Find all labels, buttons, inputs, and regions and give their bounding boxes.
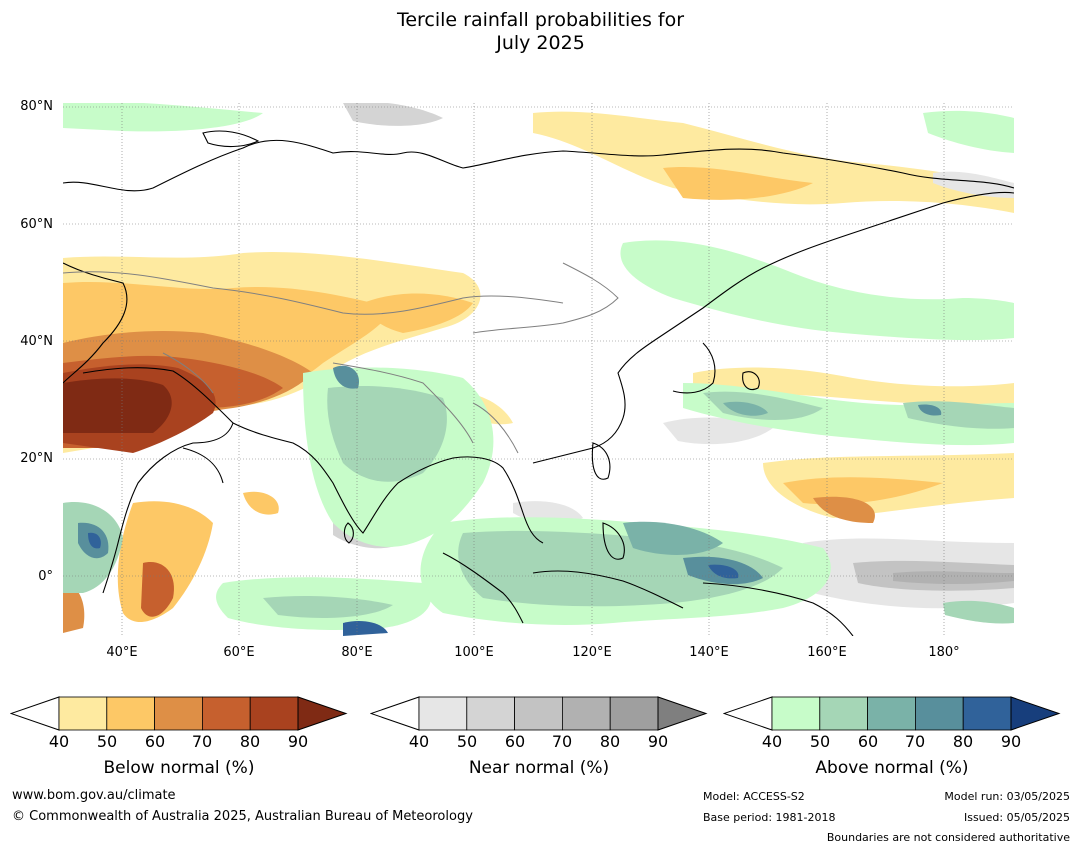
near-tick-70: 70 xyxy=(551,732,573,751)
above-tick-60: 60 xyxy=(857,732,879,751)
colorbar-segment xyxy=(466,696,516,731)
lon-label-120e: 120°E xyxy=(572,645,612,660)
colorbar-extend-high xyxy=(297,696,348,731)
colorbar-extend-low xyxy=(10,696,60,731)
above-tick-50: 50 xyxy=(809,732,831,751)
above-tick-90: 90 xyxy=(1000,732,1022,751)
near-tick-60: 60 xyxy=(504,732,526,751)
below-normal-label: Below normal (%) xyxy=(103,758,255,778)
below-tick-90: 90 xyxy=(287,732,309,751)
near-tick-90: 90 xyxy=(647,732,669,751)
colorbar-above-normal xyxy=(723,696,1061,732)
colorbar-segment xyxy=(561,696,611,731)
lon-label-180: 180° xyxy=(928,645,960,660)
colorbar-extend-high xyxy=(657,696,708,731)
colorbar-extend-high xyxy=(1010,696,1061,731)
lat-label-60n: 60°N xyxy=(20,217,53,232)
below-tick-40: 40 xyxy=(48,732,70,751)
country-borders xyxy=(63,262,619,454)
below-tick-80: 80 xyxy=(239,732,261,751)
above-tick-70: 70 xyxy=(904,732,926,751)
near-tick-80: 80 xyxy=(599,732,621,751)
colorbar-extend-low xyxy=(370,696,420,731)
model-name: Model: ACCESS-S2 xyxy=(703,790,805,803)
above-tick-80: 80 xyxy=(952,732,974,751)
colorbar-below-normal-svg xyxy=(10,696,348,731)
lon-label-160e: 160°E xyxy=(807,645,847,660)
boundaries-disclaimer: Boundaries are not considered authoritat… xyxy=(826,831,1070,844)
lat-label-40n: 40°N xyxy=(20,334,53,349)
lon-label-140e: 140°E xyxy=(689,645,729,660)
colorbar-segment xyxy=(867,696,916,731)
colorbar-segment xyxy=(106,696,156,731)
coastlines xyxy=(63,130,1014,636)
below-normal-shading xyxy=(63,111,1014,633)
colorbar-above-normal-svg xyxy=(723,696,1061,731)
lat-label-20n: 20°N xyxy=(20,451,53,466)
colorbar-below-normal xyxy=(10,696,348,732)
colorbar-segment xyxy=(418,696,468,731)
colorbar-segment xyxy=(154,696,203,731)
map-title: Tercile rainfall probabilities for July … xyxy=(0,9,1081,55)
above-tick-40: 40 xyxy=(761,732,783,751)
rainfall-probability-map xyxy=(63,103,1014,636)
map-canvas xyxy=(63,103,1014,636)
colorbar-extend-low xyxy=(723,696,773,731)
colorbar-segment xyxy=(962,696,1012,731)
model-run-date: Model run: 03/05/2025 xyxy=(944,790,1070,803)
colorbar-segment xyxy=(249,696,299,731)
lon-label-80e: 80°E xyxy=(341,645,373,660)
near-tick-50: 50 xyxy=(456,732,478,751)
below-tick-60: 60 xyxy=(144,732,166,751)
colorbar-segment xyxy=(914,696,964,731)
copyright-text: © Commonwealth of Australia 2025, Austra… xyxy=(12,809,473,824)
below-tick-50: 50 xyxy=(96,732,118,751)
base-period: Base period: 1981-2018 xyxy=(703,811,836,824)
colorbar-segment xyxy=(58,696,108,731)
colorbar-near-normal xyxy=(370,696,708,732)
lon-label-40e: 40°E xyxy=(106,645,138,660)
lat-label-80n: 80°N xyxy=(20,99,53,114)
map-title-line-2: July 2025 xyxy=(496,32,585,54)
near-normal-label: Near normal (%) xyxy=(468,758,610,778)
map-title-line-1: Tercile rainfall probabilities for xyxy=(396,9,685,31)
lon-label-60e: 60°E xyxy=(223,645,255,660)
colorbar-segment xyxy=(201,696,251,731)
colorbar-near-normal-svg xyxy=(370,696,708,731)
near-tick-40: 40 xyxy=(408,732,430,751)
website-link[interactable]: www.bom.gov.au/climate xyxy=(12,788,176,803)
colorbar-segment xyxy=(819,696,869,731)
graticule xyxy=(63,103,1014,636)
colorbar-segment xyxy=(771,696,821,731)
lon-label-100e: 100°E xyxy=(454,645,494,660)
lat-label-equator: 0° xyxy=(38,569,53,584)
below-tick-70: 70 xyxy=(191,732,213,751)
issued-date: Issued: 05/05/2025 xyxy=(963,811,1070,824)
colorbar-segment xyxy=(609,696,659,731)
colorbar-segment xyxy=(514,696,563,731)
above-normal-label: Above normal (%) xyxy=(815,758,969,778)
